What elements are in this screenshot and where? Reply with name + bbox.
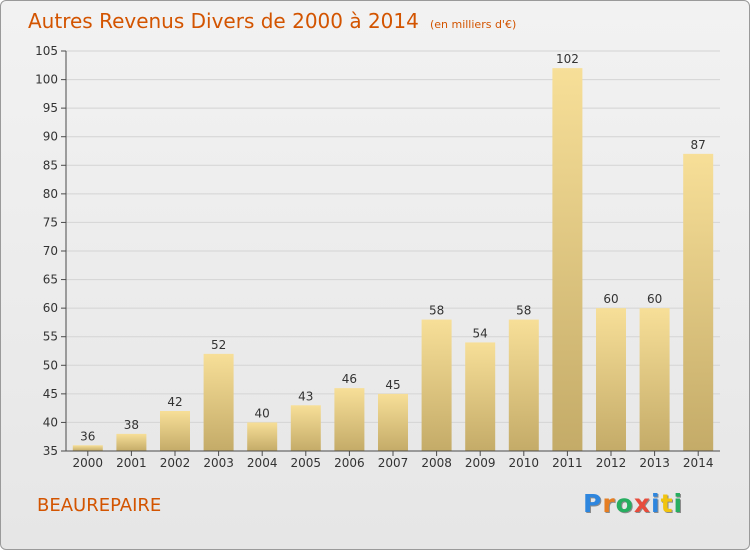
data-label-2014: 87 [691, 138, 706, 152]
y-tick-label: 60 [43, 301, 58, 315]
logo-letter: t [660, 489, 674, 518]
chart-subtitle: (en milliers d'€) [429, 18, 517, 31]
bar-2008 [421, 319, 452, 451]
logo-letter: i [673, 489, 684, 518]
data-label-2005: 43 [298, 389, 313, 403]
bar-2007 [378, 393, 408, 451]
y-tick-label: 90 [43, 130, 58, 144]
x-tick-label: 2011 [552, 456, 583, 470]
data-label-2008: 58 [429, 304, 444, 318]
x-tick-label: 2001 [116, 456, 147, 470]
y-tick-label: 75 [43, 215, 58, 229]
bar-2014 [683, 153, 714, 451]
data-label-2001: 38 [124, 418, 139, 432]
data-label-2009: 54 [473, 326, 488, 340]
x-tick-label: 2004 [247, 456, 278, 470]
x-tick-label: 2000 [73, 456, 104, 470]
logo-letter: o [615, 489, 634, 518]
data-label-2003: 52 [211, 338, 226, 352]
y-tick-label: 50 [43, 358, 58, 372]
data-label-2000: 36 [80, 429, 95, 443]
y-tick-label: 65 [43, 273, 58, 287]
x-tick-label: 2013 [639, 456, 670, 470]
bar-2009 [465, 342, 496, 451]
data-label-2013: 60 [647, 292, 662, 306]
data-label-2011: 102 [556, 52, 579, 66]
chart-title-group: Autres Revenus Divers de 2000 à 2014 (en… [28, 9, 516, 33]
y-tick-label: 45 [43, 387, 58, 401]
bar-2002 [160, 411, 190, 451]
bar-2010 [508, 319, 539, 451]
y-tick-label: 105 [35, 44, 58, 58]
data-label-2006: 46 [342, 372, 357, 386]
logo-letter: P [583, 489, 603, 518]
proxiti-logo[interactable]: Proxiti [583, 489, 683, 518]
y-tick-label: 95 [43, 101, 58, 115]
y-tick-label: 80 [43, 187, 58, 201]
bar-2012 [596, 308, 626, 451]
data-label-2007: 45 [385, 378, 400, 392]
bar-2000 [72, 445, 103, 451]
bar-2003 [203, 353, 234, 451]
x-tick-label: 2010 [509, 456, 540, 470]
x-tick-label: 2014 [683, 456, 714, 470]
x-tick-label: 2005 [291, 456, 322, 470]
data-label-2010: 58 [516, 304, 531, 318]
bar-2004 [247, 422, 278, 451]
x-tick-label: 2002 [160, 456, 191, 470]
bars [72, 68, 714, 452]
bar-2001 [116, 433, 147, 451]
bar-2013 [639, 308, 670, 451]
x-tick-label: 2012 [596, 456, 627, 470]
y-tick-label: 40 [43, 415, 58, 429]
town-name: BEAUREPAIRE [37, 495, 162, 516]
x-tick-label: 2007 [378, 456, 409, 470]
axes: 35 40 45 50 55 60 65 70 75 80 85 90 95 100 105 2000 2001… [35, 44, 720, 470]
y-tick-label: 55 [43, 330, 58, 344]
data-label-2002: 42 [167, 395, 182, 409]
logo-letter: i [651, 489, 661, 518]
x-tick-label: 2006 [334, 456, 365, 470]
chart-title: Autres Revenus Divers de 2000 à 2014 [28, 9, 419, 33]
data-labels: 36 38 42 52 40 43 46 45 58 54 58 102 60 60 87 [80, 52, 706, 443]
x-tick-label: 2009 [465, 456, 496, 470]
data-label-2012: 60 [603, 292, 618, 306]
logo-letter: r [602, 489, 616, 518]
x-tick-label: 2008 [421, 456, 452, 470]
x-tick-label: 2003 [203, 456, 234, 470]
bar-2006 [334, 388, 365, 451]
data-label-2004: 40 [255, 406, 270, 420]
y-tick-label: 35 [43, 444, 58, 458]
bar-2005 [290, 405, 321, 451]
y-tick-label: 70 [43, 244, 58, 258]
y-tick-label: 100 [35, 73, 58, 87]
y-tick-label: 85 [43, 158, 58, 172]
bar-2011 [552, 68, 583, 452]
logo-letter: x [633, 489, 651, 518]
